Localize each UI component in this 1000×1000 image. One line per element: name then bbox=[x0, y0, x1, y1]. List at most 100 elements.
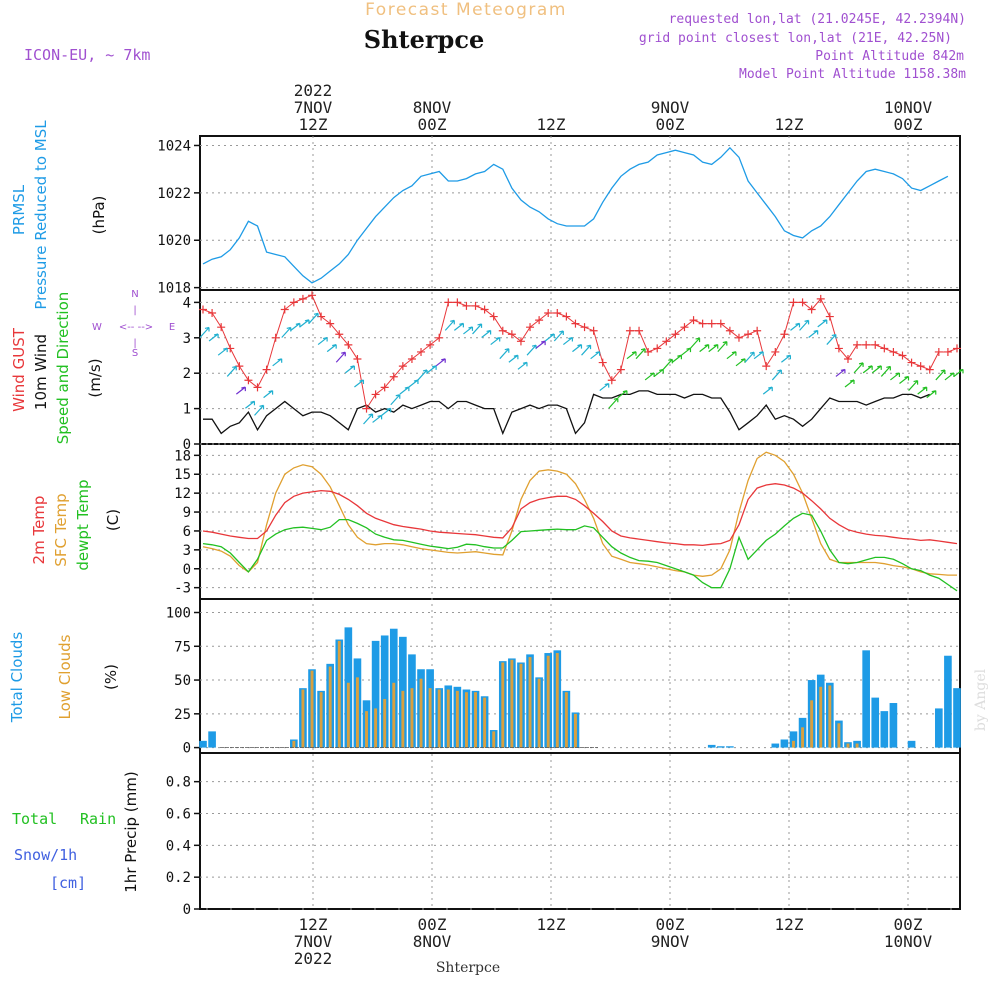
wind-direction-arrow bbox=[572, 344, 583, 353]
gust-point bbox=[635, 326, 644, 335]
wind-direction-arrow bbox=[381, 407, 392, 416]
gust-point bbox=[725, 326, 734, 335]
low-cloud-bar bbox=[546, 655, 550, 748]
y-tick-label: 1022 bbox=[157, 186, 191, 202]
gust-point bbox=[426, 340, 435, 349]
wind-direction-arrow bbox=[399, 386, 410, 395]
wind-direction-arrow bbox=[526, 344, 537, 356]
y-tick-label: 18 bbox=[174, 448, 191, 464]
wind-direction-arrow bbox=[808, 329, 819, 338]
low-cloud-bar bbox=[846, 743, 850, 748]
low-cloud-bar bbox=[383, 698, 387, 748]
wind-direction-arrow bbox=[935, 369, 946, 381]
total-cloud-bar bbox=[789, 731, 798, 748]
wind-direction-arrow bbox=[662, 358, 673, 370]
gust-point bbox=[280, 305, 289, 314]
y-tick-label: 1020 bbox=[157, 233, 191, 249]
low-cloud-bar bbox=[819, 686, 823, 748]
point-altitude: Point Altitude 842m bbox=[815, 49, 964, 64]
y-tick-label: 0 bbox=[183, 741, 191, 757]
snow-label: Snow/1h bbox=[14, 846, 77, 864]
wind-direction-arrow bbox=[708, 344, 719, 353]
gust-point bbox=[616, 365, 625, 374]
gust-point bbox=[598, 358, 607, 367]
total-cloud-bar bbox=[726, 746, 734, 748]
plot-layer bbox=[199, 146, 964, 910]
gust-point bbox=[208, 309, 217, 318]
y-tick-label: 75 bbox=[174, 639, 191, 655]
y-tick-label: 0.2 bbox=[166, 870, 191, 886]
svg-text:<-- -->: <-- --> bbox=[119, 322, 153, 333]
sfc-temp-line bbox=[202, 451, 957, 577]
wind-direction-arrow bbox=[326, 344, 337, 353]
total-cloud-bar bbox=[862, 650, 870, 748]
temp2m-label: 2m Temp bbox=[30, 496, 48, 565]
gust-point bbox=[389, 372, 398, 381]
gust-point bbox=[843, 355, 852, 364]
y-tick-label: 15 bbox=[174, 467, 191, 483]
low-cloud-bar bbox=[519, 663, 523, 748]
wind-direction-arrow bbox=[435, 358, 446, 367]
gust-point bbox=[925, 365, 934, 374]
wind-direction-arrow bbox=[299, 319, 310, 328]
gust-point bbox=[435, 333, 444, 342]
low-cloud-bar bbox=[501, 662, 505, 748]
wind-direction-arrow bbox=[553, 330, 564, 342]
y-tick-label: 6 bbox=[183, 524, 191, 540]
time-label-bottom: 2022 bbox=[294, 949, 333, 968]
gust-point bbox=[453, 298, 462, 307]
y-tick-label: 50 bbox=[174, 673, 191, 689]
y-tick-label: 12 bbox=[174, 486, 191, 502]
gust-point bbox=[698, 319, 707, 328]
gust-point bbox=[335, 330, 344, 339]
wind-direction-arrow bbox=[472, 323, 483, 335]
gust-point bbox=[807, 305, 816, 314]
gust-point bbox=[934, 347, 943, 356]
time-label-bottom: 12Z bbox=[299, 915, 328, 934]
gust-point bbox=[235, 362, 244, 371]
y-tick-label: 1 bbox=[183, 402, 191, 418]
footer-location: Shterpce bbox=[436, 960, 500, 976]
wind-direction-arrow bbox=[199, 326, 210, 338]
low-cloud-bar bbox=[374, 708, 378, 748]
total-cloud-bar bbox=[199, 740, 207, 748]
sfc-temp-label: SFC Temp bbox=[52, 493, 70, 566]
time-label-bottom: 12Z bbox=[537, 915, 566, 934]
wind-direction-arrow bbox=[871, 365, 882, 374]
y-tick-label: 0.6 bbox=[166, 806, 191, 822]
gust-point bbox=[816, 294, 825, 303]
wind-direction-arrow bbox=[563, 336, 573, 346]
wind-direction-arrow bbox=[544, 333, 555, 342]
time-label-top: 00Z bbox=[894, 115, 923, 134]
total-cloud-bar bbox=[771, 743, 780, 748]
gust-point bbox=[480, 305, 489, 314]
low-cloud-bar bbox=[510, 659, 514, 748]
gust-point bbox=[262, 365, 271, 374]
time-label-bottom: 12Z bbox=[775, 915, 804, 934]
low-cloud-bar bbox=[310, 670, 314, 748]
low-cloud-bar bbox=[564, 692, 568, 748]
low-cloud-bar bbox=[419, 678, 423, 748]
svg-text:E: E bbox=[169, 322, 175, 333]
low-cloud-bar bbox=[464, 692, 468, 748]
wind-direction-arrow bbox=[681, 347, 692, 356]
gust-point bbox=[825, 312, 834, 321]
gust-point bbox=[353, 355, 362, 364]
wind-direction-arrow bbox=[245, 400, 256, 409]
wind-direction-arrow bbox=[463, 326, 474, 335]
snow-unit-label: [cm] bbox=[50, 874, 86, 892]
gust-point bbox=[625, 326, 634, 335]
total-cloud-bar bbox=[371, 640, 380, 748]
low-cloud-bar bbox=[346, 682, 350, 748]
y-tick-label: 0 bbox=[183, 902, 191, 918]
gust-point bbox=[462, 301, 471, 310]
y-tick-label: 0.4 bbox=[166, 838, 191, 854]
wind-direction-arrow bbox=[862, 365, 873, 374]
wind-direction-arrow bbox=[899, 375, 910, 384]
gust-point bbox=[217, 323, 226, 332]
gust-point bbox=[834, 344, 843, 353]
wind-direction-arrow bbox=[235, 386, 246, 395]
product-title: Forecast Meteogram bbox=[365, 0, 567, 20]
gust-point bbox=[716, 319, 725, 328]
